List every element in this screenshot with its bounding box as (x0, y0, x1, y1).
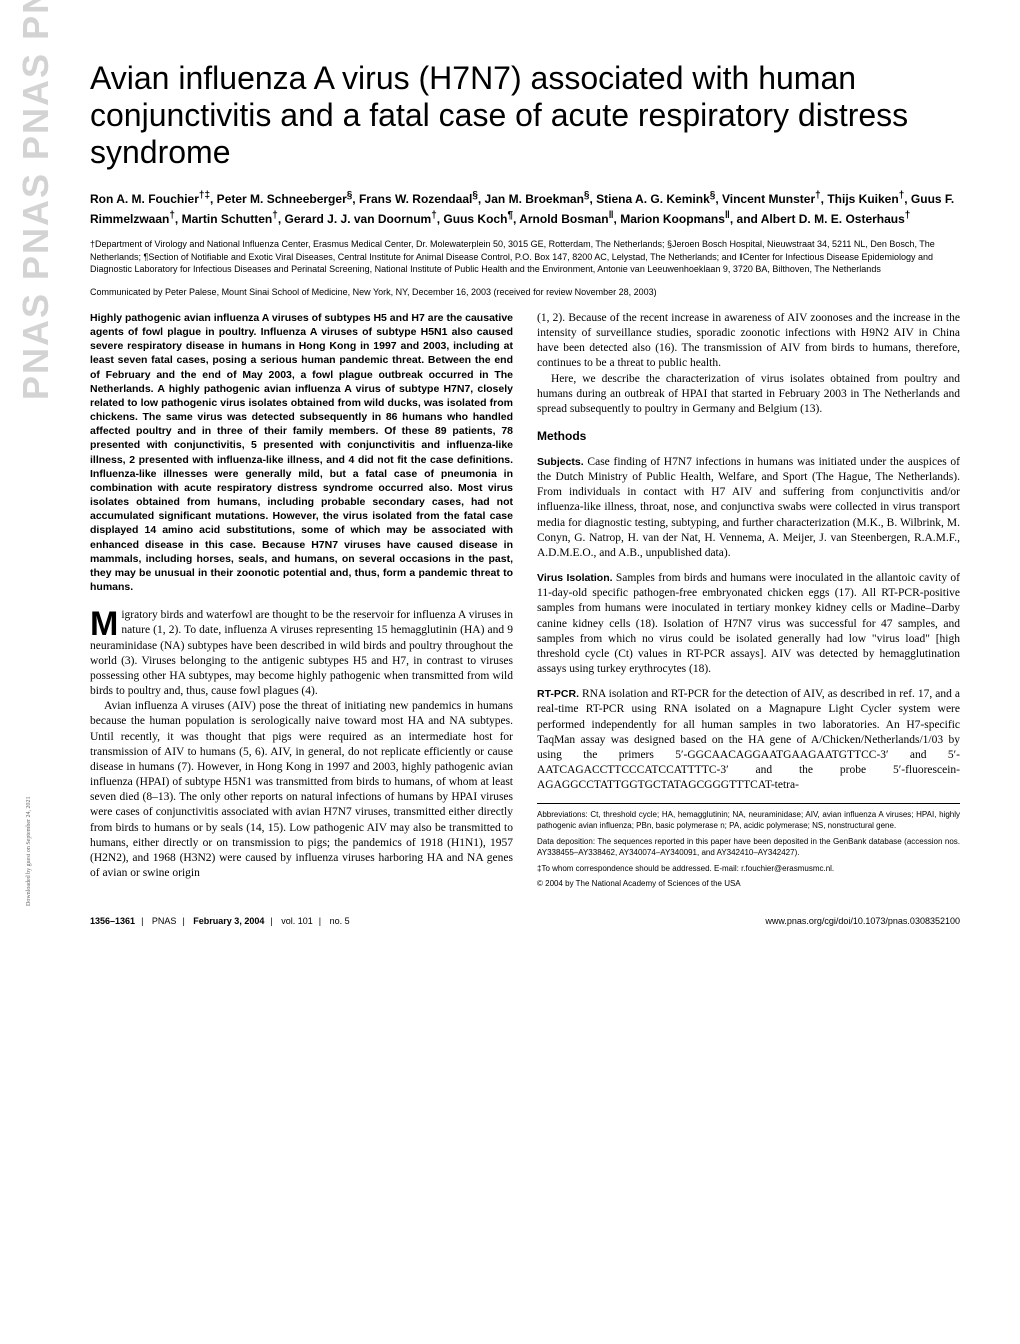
download-note: Downloaded by guest on September 24, 202… (26, 797, 32, 906)
rtpcr-text: RNA isolation and RT-PCR for the detecti… (537, 688, 960, 791)
intro-p4: Here, we describe the characterization o… (537, 372, 960, 418)
affiliations: †Department of Virology and National Inf… (90, 238, 960, 274)
footnote-abbreviations: Abbreviations: Ct, threshold cycle; HA, … (537, 810, 960, 832)
footnotes-block: Abbreviations: Ct, threshold cycle; HA, … (537, 803, 960, 890)
intro-p1: Migratory birds and waterfowl are though… (90, 608, 513, 699)
article-title: Avian influenza A virus (H7N7) associate… (90, 60, 960, 170)
page-footer: 1356–1361| PNAS| February 3, 2004| vol. … (90, 910, 960, 926)
footer-left: 1356–1361| PNAS| February 3, 2004| vol. … (90, 916, 350, 926)
subjects-para: Subjects. Case finding of H7N7 infection… (537, 455, 960, 561)
virus-isolation-label: Virus Isolation. (537, 572, 613, 584)
authors-line: Ron A. M. Fouchier†‡, Peter M. Schneeber… (90, 188, 960, 228)
footer-right: www.pnas.org/cgi/doi/10.1073/pnas.030835… (765, 916, 960, 926)
footer-volume: vol. 101 (281, 916, 313, 926)
pnas-sidebar-watermark: PNAS PNAS PNAS PNAS PNAS PNAS (15, 0, 57, 400)
intro-p1-text: igratory birds and waterfowl are thought… (90, 609, 513, 697)
footer-number: no. 5 (330, 916, 350, 926)
footer-pages: 1356–1361 (90, 916, 135, 926)
virus-isolation-para: Virus Isolation. Samples from birds and … (537, 571, 960, 677)
subjects-text: Case finding of H7N7 infections in human… (537, 456, 960, 559)
rtpcr-para: RT-PCR. RNA isolation and RT-PCR for the… (537, 687, 960, 793)
footnote-correspondence: ‡To whom correspondence should be addres… (537, 864, 960, 875)
footnote-data-deposition: Data deposition: The sequences reported … (537, 837, 960, 859)
communicated-line: Communicated by Peter Palese, Mount Sina… (90, 287, 960, 297)
subjects-label: Subjects. (537, 456, 584, 468)
intro-p3: (1, 2). Because of the recent increase i… (537, 311, 960, 372)
methods-heading: Methods (537, 429, 960, 445)
two-column-body: Highly pathogenic avian influenza A viru… (90, 311, 960, 890)
page-content: Avian influenza A virus (H7N7) associate… (0, 0, 1020, 956)
virus-isolation-text: Samples from birds and humans were inocu… (537, 572, 960, 675)
footer-date: February 3, 2004 (193, 916, 264, 926)
footnote-copyright: © 2004 by The National Academy of Scienc… (537, 879, 960, 890)
intro-p2: Avian influenza A viruses (AIV) pose the… (90, 699, 513, 881)
footer-journal: PNAS (152, 916, 177, 926)
abstract: Highly pathogenic avian influenza A viru… (90, 311, 513, 594)
dropcap: M (90, 608, 121, 638)
rtpcr-label: RT-PCR. (537, 688, 579, 700)
